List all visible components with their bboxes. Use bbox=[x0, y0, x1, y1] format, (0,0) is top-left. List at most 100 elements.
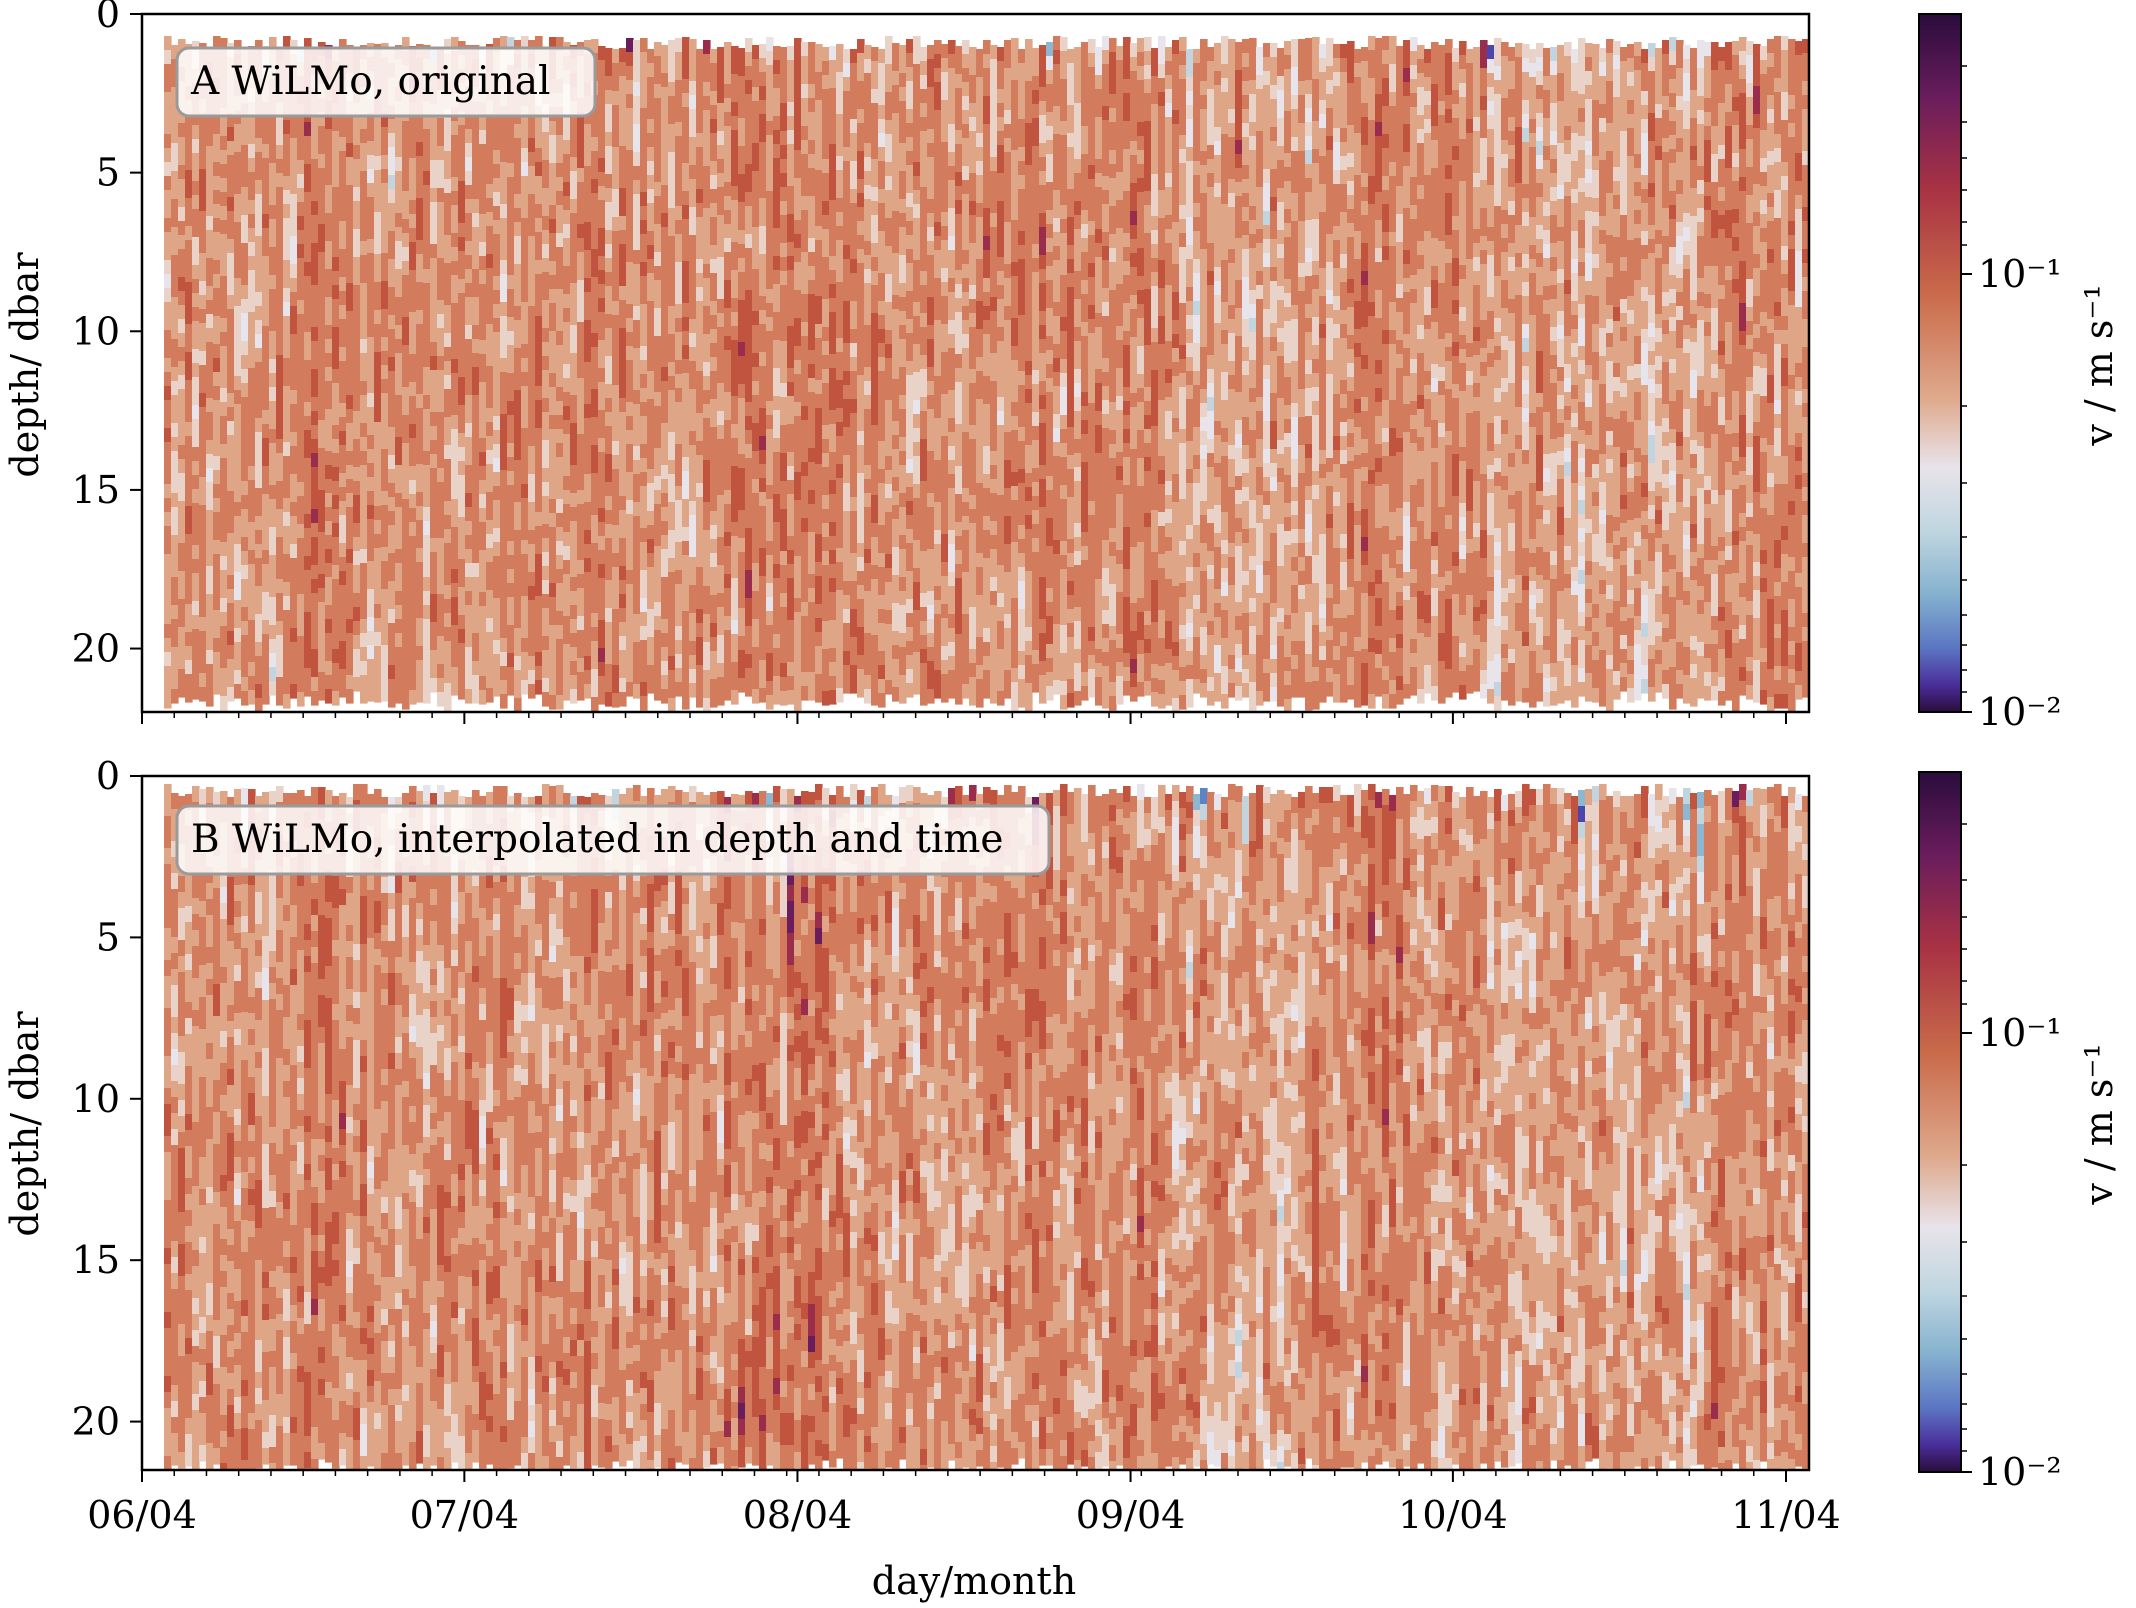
heat-cell bbox=[206, 132, 214, 147]
heat-cell bbox=[255, 418, 263, 433]
heat-cell bbox=[444, 333, 452, 348]
heat-cell bbox=[612, 693, 620, 708]
heat-cell bbox=[696, 455, 704, 470]
heat-cell bbox=[626, 122, 634, 137]
heat-cell bbox=[381, 127, 389, 142]
heat-cell bbox=[577, 126, 585, 141]
heat-cell bbox=[689, 627, 697, 642]
heat-cell bbox=[507, 527, 515, 542]
heat-cell bbox=[388, 525, 396, 540]
heat-cell bbox=[325, 661, 333, 676]
heat-cell bbox=[395, 157, 403, 172]
heat-cell bbox=[262, 242, 270, 257]
heat-cell bbox=[710, 567, 718, 582]
heat-cell bbox=[605, 594, 613, 609]
heat-cell bbox=[500, 176, 508, 191]
heat-cell bbox=[192, 643, 200, 658]
heat-cell bbox=[549, 345, 557, 360]
heat-cell bbox=[703, 446, 711, 461]
heat-cell bbox=[584, 418, 592, 433]
heat-cell bbox=[675, 514, 683, 529]
heat-cell bbox=[864, 689, 872, 704]
heat-cell bbox=[745, 514, 753, 529]
heat-cell bbox=[710, 441, 718, 456]
heat-cell bbox=[430, 468, 438, 483]
heat-cell bbox=[745, 346, 753, 361]
heat-cell bbox=[612, 427, 620, 442]
heat-cell bbox=[717, 341, 725, 356]
heat-cell bbox=[668, 264, 676, 279]
heat-cell bbox=[654, 336, 662, 351]
heat-cell bbox=[759, 58, 767, 73]
heat-cell bbox=[850, 609, 858, 624]
heat-cell bbox=[598, 60, 606, 75]
heat-cell bbox=[626, 514, 634, 529]
heat-cell bbox=[815, 156, 823, 171]
heat-cell bbox=[451, 247, 459, 262]
heat-cell bbox=[773, 186, 781, 201]
heat-cell bbox=[752, 353, 760, 368]
heat-cell bbox=[444, 263, 452, 278]
heat-cell bbox=[675, 220, 683, 235]
heat-cell bbox=[640, 304, 648, 319]
heat-cell bbox=[304, 626, 312, 641]
heat-cell bbox=[262, 466, 270, 481]
heat-cell bbox=[822, 89, 830, 104]
heat-cell bbox=[829, 228, 837, 243]
heat-cell bbox=[598, 676, 606, 691]
heat-cell bbox=[899, 171, 907, 186]
heat-cell bbox=[402, 443, 410, 458]
heat-cell bbox=[577, 546, 585, 561]
heat-cell bbox=[248, 312, 256, 327]
heat-cell bbox=[864, 591, 872, 606]
heat-cell bbox=[787, 46, 795, 61]
heat-cell bbox=[542, 594, 550, 609]
heat-cell bbox=[234, 138, 242, 153]
heat-cell bbox=[374, 450, 382, 465]
heat-cell bbox=[395, 465, 403, 480]
heat-cell bbox=[381, 533, 389, 548]
heat-cell bbox=[465, 647, 473, 662]
heat-cell bbox=[339, 193, 347, 208]
heat-cell bbox=[563, 364, 571, 379]
heat-cell bbox=[444, 529, 452, 544]
heat-cell bbox=[416, 324, 424, 339]
heat-cell bbox=[605, 412, 613, 427]
heat-cell bbox=[318, 588, 326, 603]
heat-cell bbox=[598, 480, 606, 495]
heat-cell bbox=[493, 416, 501, 431]
heat-cell bbox=[871, 257, 879, 272]
heat-cell bbox=[633, 530, 641, 545]
heat-cell bbox=[549, 387, 557, 402]
heat-cell bbox=[899, 269, 907, 284]
heat-cell bbox=[423, 423, 431, 438]
heat-cell bbox=[661, 353, 669, 368]
heat-cell bbox=[556, 135, 564, 150]
heat-cell bbox=[745, 38, 753, 53]
heat-cell bbox=[213, 190, 221, 205]
heat-cell bbox=[430, 230, 438, 245]
heat-cell bbox=[808, 644, 816, 659]
heat-cell bbox=[577, 616, 585, 631]
heat-cell bbox=[710, 483, 718, 498]
heat-cell bbox=[794, 430, 802, 445]
heat-cell bbox=[542, 468, 550, 483]
heat-cell bbox=[647, 343, 655, 358]
heat-cell bbox=[689, 193, 697, 208]
heat-cell bbox=[710, 175, 718, 190]
heat-cell bbox=[633, 670, 641, 685]
heat-cell bbox=[458, 433, 466, 448]
heat-cell bbox=[395, 129, 403, 144]
heat-cell bbox=[171, 661, 179, 676]
heat-cell bbox=[612, 385, 620, 400]
heat-cell bbox=[227, 603, 235, 618]
heat-cell bbox=[619, 622, 627, 637]
heat-cell bbox=[752, 255, 760, 270]
heat-cell bbox=[612, 469, 620, 484]
heat-cell bbox=[577, 602, 585, 617]
heat-cell bbox=[493, 430, 501, 445]
heat-cell bbox=[857, 109, 865, 124]
heat-cell bbox=[605, 426, 613, 441]
heat-cell bbox=[360, 129, 368, 144]
heat-cell bbox=[647, 679, 655, 694]
